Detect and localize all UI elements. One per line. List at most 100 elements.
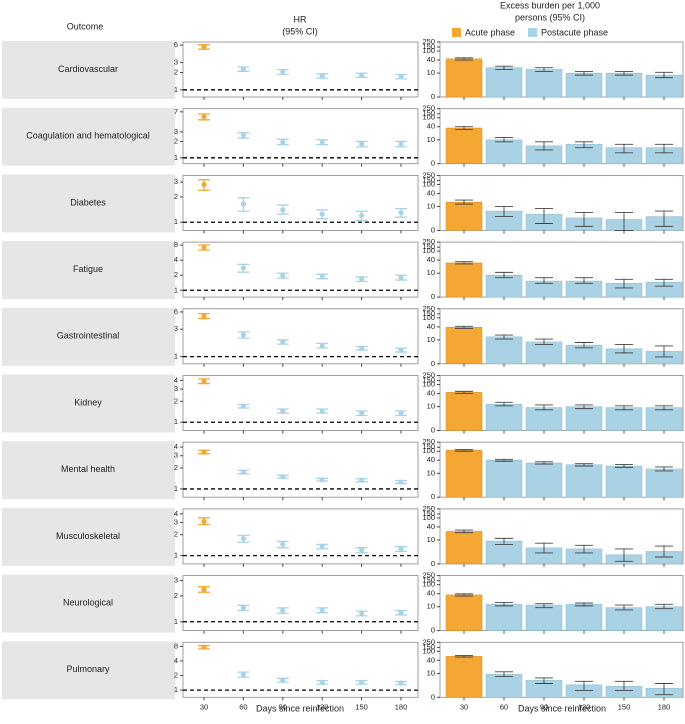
- legend-swatch: [452, 28, 461, 37]
- error-bar: [655, 545, 673, 558]
- legend-label: Acute phase: [465, 27, 515, 37]
- hr-point: [398, 274, 404, 281]
- error-bar: [455, 57, 473, 61]
- outcome-box: [2, 41, 175, 99]
- error-bar: [495, 65, 513, 70]
- error-bar: [615, 405, 633, 411]
- y-tick-label: 2: [174, 530, 178, 539]
- outcome-label: Mental health: [61, 464, 115, 474]
- bar: [645, 407, 683, 431]
- y-tick-label: 10: [427, 335, 435, 344]
- hr-point: [280, 339, 286, 345]
- y-tick-label: 10: [427, 135, 435, 144]
- hr-point: [201, 378, 207, 384]
- hr-point: [240, 201, 246, 207]
- outcome-header: Outcome: [67, 21, 104, 31]
- error-bar: [535, 461, 553, 465]
- bar: [445, 327, 483, 365]
- hr-point: [359, 547, 365, 553]
- y-tick-label: 250: [422, 304, 435, 313]
- hr-point: [240, 403, 246, 409]
- outcome-box: [2, 507, 175, 566]
- outcome-label: Diabetes: [70, 197, 106, 207]
- outcome-label: Pulmonary: [66, 664, 110, 674]
- hr-point: [201, 313, 207, 319]
- y-tick-label: 100: [422, 246, 435, 255]
- y-tick-label: 0: [431, 492, 435, 501]
- error-bar: [495, 271, 513, 279]
- error-bar: [495, 334, 513, 340]
- y-tick-label: 2: [174, 463, 178, 472]
- x-tick-label: 30: [460, 702, 468, 711]
- y-tick-label: 6: [174, 40, 178, 49]
- hr-point: [240, 536, 246, 542]
- error-bar: [455, 390, 473, 394]
- bar: [485, 336, 523, 365]
- error-bar: [495, 401, 513, 407]
- hr-frame: [182, 174, 419, 231]
- bar: [485, 604, 523, 631]
- hr-point: [359, 276, 365, 282]
- bar: [645, 74, 683, 98]
- x-tick-label: 60: [239, 702, 247, 711]
- y-tick-label: 250: [422, 237, 435, 246]
- hr-point: [201, 44, 207, 50]
- bar: [565, 72, 603, 98]
- burden-title: persons (95% CI): [515, 12, 585, 22]
- bar: [605, 407, 643, 431]
- bar: [565, 406, 603, 431]
- y-tick-label: 8: [174, 240, 178, 249]
- error-bar: [535, 404, 553, 411]
- outcome-label: Musculoskeletal: [56, 531, 120, 541]
- y-tick-label: 150: [422, 175, 435, 184]
- y-tick-label: 250: [422, 437, 435, 446]
- outcome-label: Coagulation and hematological: [26, 131, 150, 141]
- bar: [485, 403, 523, 431]
- bar: [645, 468, 683, 498]
- y-tick-label: 3: [174, 384, 178, 393]
- y-tick-label: 4: [174, 509, 178, 518]
- hr-point: [398, 141, 404, 147]
- hr-point: [359, 72, 365, 78]
- error-bar: [495, 206, 513, 218]
- x-tick-label: 120: [578, 702, 591, 711]
- hr-point: [319, 139, 325, 145]
- error-bar: [615, 71, 633, 76]
- y-tick-label: 1: [174, 217, 178, 226]
- y-tick-label: 40: [427, 122, 435, 131]
- bar: [445, 262, 483, 298]
- hr-point: [359, 212, 365, 219]
- y-tick-label: 150: [422, 242, 435, 251]
- hr-point: [280, 607, 286, 614]
- y-tick-label: 100: [422, 313, 435, 322]
- y-tick-label: 6: [174, 307, 178, 316]
- x-axis-label: Days since reinfection: [518, 703, 606, 713]
- y-tick-label: 0: [431, 425, 435, 434]
- y-tick-label: 4: [174, 255, 178, 264]
- error-bar: [575, 71, 593, 76]
- y-tick-label: 150: [422, 442, 435, 451]
- y-tick-label: 7: [174, 107, 178, 116]
- error-bar: [495, 136, 513, 143]
- hr-frame: [182, 108, 419, 165]
- y-tick-label: 100: [422, 46, 435, 55]
- y-tick-label: 100: [422, 380, 435, 389]
- bar: [485, 67, 523, 98]
- error-bar: [455, 449, 473, 452]
- y-tick-label: 40: [427, 455, 435, 464]
- hr-point: [201, 644, 207, 650]
- error-bar: [655, 683, 673, 696]
- y-tick-label: 150: [422, 109, 435, 118]
- error-bar: [655, 71, 673, 79]
- bar: [565, 464, 603, 498]
- hr-point: [398, 680, 404, 686]
- hr-point: [319, 211, 325, 217]
- y-tick-label: 10: [427, 202, 435, 211]
- error-bar: [575, 544, 593, 554]
- hr-point: [398, 410, 404, 416]
- x-tick-label: 30: [200, 702, 208, 711]
- hr-point: [359, 610, 365, 617]
- y-tick-label: 3: [174, 57, 178, 66]
- y-tick-label: 3: [174, 324, 178, 333]
- y-tick-label: 2: [174, 270, 178, 279]
